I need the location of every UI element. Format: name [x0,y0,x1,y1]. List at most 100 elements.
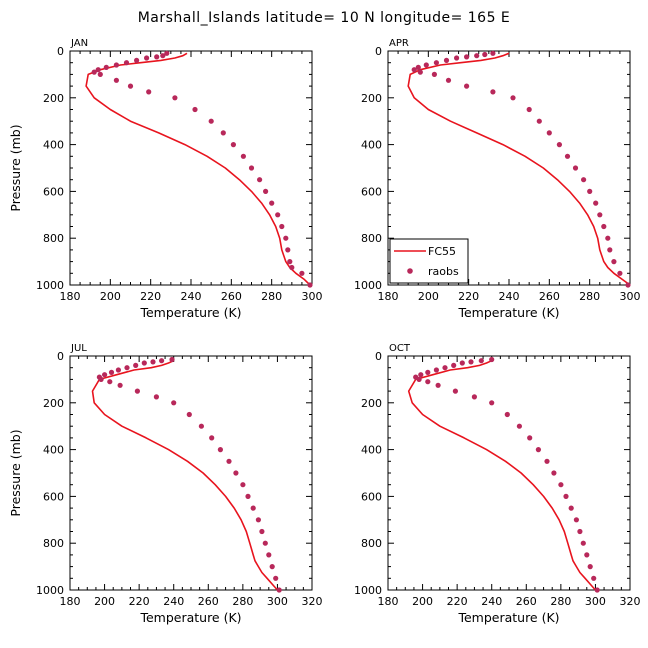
raobs-point [172,95,178,101]
raobs-point [504,411,510,418]
raobs-point [266,552,272,558]
y-tick-label: 400 [43,444,64,457]
raobs-point [124,365,130,371]
raobs-point [248,165,255,171]
x-tick-label: 180 [378,290,399,303]
raobs-point [423,62,429,68]
x-tick-label: 220 [458,290,479,303]
figure-title: Marshall_Islands latitude= 10 N longitud… [138,10,511,26]
raobs-point [490,50,496,56]
raobs-point [551,470,557,476]
y-tick-label: 1000 [36,584,64,597]
raobs-point [287,259,293,265]
raobs-point [411,67,417,73]
x-tick-label: 280 [261,290,282,303]
raobs-point [556,142,563,148]
raobs-point [144,55,150,61]
raobs-point [192,106,198,113]
legend-label-fc55: FC55 [428,245,456,258]
x-tick-label: 180 [378,595,399,608]
raobs-point [442,365,448,371]
raobs-point [113,62,119,68]
raobs-point [117,382,123,388]
raobs-point [154,54,160,60]
x-axis-title: Temperature (K) [139,610,241,625]
raobs-point [417,69,423,75]
raobs-point [269,200,275,206]
raobs-point [474,53,480,59]
raobs-point [418,372,424,378]
raobs-point [431,71,437,77]
raobs-point [169,356,175,363]
y-tick-label: 600 [361,185,382,198]
raobs-point [527,435,533,441]
raobs-point [240,153,246,159]
raobs-point [153,394,159,400]
raobs-point [91,69,97,75]
raobs-point [198,423,204,429]
raobs-point [269,564,275,570]
raobs-point [445,77,452,83]
raobs-point [433,60,439,66]
raobs-point [160,53,166,59]
raobs-point [510,95,516,101]
raobs-point [115,367,121,373]
raobs-point [413,374,419,380]
panel-apr: 180 200 220 240 260 280 300 0 200 400 600 800 1000 Te… [354,38,641,320]
raobs-point [289,264,295,271]
raobs-point [273,575,279,581]
legend-box [389,238,469,284]
raobs-point [611,259,617,265]
raobs-point [95,67,101,73]
raobs-point [299,270,305,276]
raobs-point [134,57,140,64]
plot-frame [69,50,313,286]
raobs-point [159,358,165,364]
raobs-point [526,106,532,113]
x-tick-label: 280 [232,595,253,608]
panel-jul: 180 200 220 240 260 280 300 320 0 200 400 600 800 100… [8,343,323,625]
y-tick-label: 1000 [354,279,382,292]
plot-frame [387,355,631,591]
x-tick-label: 200 [418,290,439,303]
raobs-point [490,89,496,95]
x-tick-label: 220 [140,290,161,303]
raobs-point [617,270,623,276]
raobs-point [245,493,251,499]
raobs-point [250,505,256,511]
raobs-point [577,528,583,535]
raobs-point [605,235,611,241]
raobs-point [226,458,232,464]
y-tick-label: 600 [361,490,382,503]
series-line-fc55 [407,359,597,591]
raobs-point [113,77,119,83]
raobs-point [171,400,177,406]
y-tick-label: 0 [375,45,382,58]
raobs-point [276,587,282,593]
x-tick-label: 180 [60,595,81,608]
raobs-point [208,118,214,124]
x-axis-title: Temperature (K) [457,305,559,320]
x-tick-label: 240 [499,290,520,303]
y-tick-label: 1000 [354,584,382,597]
x-tick-label: 300 [267,595,288,608]
raobs-point [454,55,460,61]
x-tick-label: 240 [481,595,502,608]
y-tick-label: 1000 [36,279,64,292]
x-tick-label: 260 [198,595,219,608]
y-tick-label: 200 [361,397,382,410]
raobs-point [415,64,421,70]
raobs-point [625,282,631,288]
y-tick-label: 0 [57,350,64,363]
raobs-point [572,165,579,171]
raobs-point [150,359,156,365]
raobs-point [459,360,465,366]
raobs-point [451,362,457,368]
raobs-point [141,360,147,366]
x-tick-label: 300 [585,595,606,608]
raobs-point [425,379,431,385]
raobs-point [607,247,613,253]
raobs-point [587,564,593,570]
x-tick-label: 280 [579,290,600,303]
